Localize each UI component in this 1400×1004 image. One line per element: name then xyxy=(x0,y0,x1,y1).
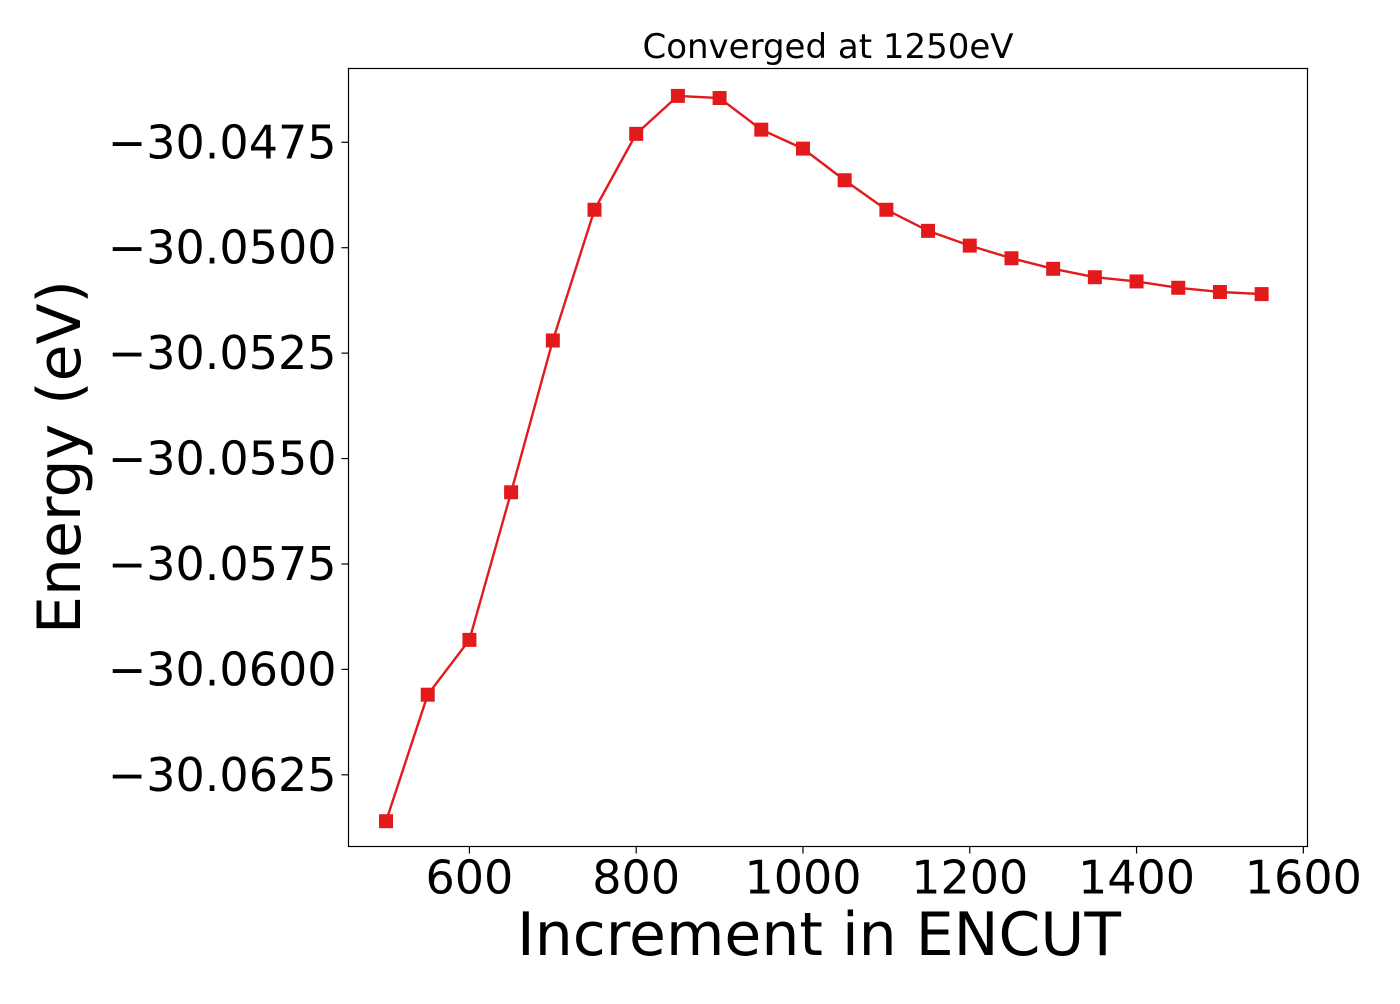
series-layer xyxy=(379,88,1269,829)
data-point-marker xyxy=(504,485,519,500)
x-tick-label: 1200 xyxy=(911,851,1028,905)
data-point-marker xyxy=(1046,261,1061,276)
y-axis-ticks: −30.0475 −30.0500 −30.0525 −30.0550 −30.0575… xyxy=(108,115,349,802)
series-line xyxy=(384,94,1262,822)
data-point-marker xyxy=(379,814,394,829)
data-point-marker xyxy=(629,126,644,141)
x-axis-label: Increment in ENCUT xyxy=(517,900,1121,970)
y-tick-label: −30.0600 xyxy=(108,642,337,696)
data-point-marker xyxy=(420,687,435,702)
y-tick-label: −30.0525 xyxy=(108,326,337,380)
y-axis-label: Energy (eV) xyxy=(25,280,95,634)
data-point-marker xyxy=(670,88,685,103)
data-point-marker xyxy=(921,223,936,238)
data-point-marker xyxy=(795,141,810,156)
data-point-marker xyxy=(587,202,602,217)
x-tick-label: 1600 xyxy=(1245,851,1362,905)
data-point-marker xyxy=(879,202,894,217)
y-tick-label: −30.0475 xyxy=(108,115,337,169)
x-tick-label: 600 xyxy=(426,851,514,905)
data-point-marker xyxy=(1254,287,1269,302)
chart-title: Converged at 1250eV xyxy=(642,27,1013,67)
y-tick-label: −30.0550 xyxy=(108,432,337,486)
data-point-marker xyxy=(1004,251,1019,266)
data-point-marker xyxy=(462,632,477,647)
data-point-marker xyxy=(1171,280,1186,295)
plot-area-frame xyxy=(347,67,1309,848)
data-point-marker xyxy=(1212,284,1227,299)
data-point-marker xyxy=(545,333,560,348)
x-tick-label: 1400 xyxy=(1078,851,1195,905)
x-axis-ticks: 600 800 1000 1200 1400 1600 xyxy=(426,846,1362,905)
data-point-marker xyxy=(837,173,852,188)
data-point-marker xyxy=(712,91,727,106)
data-point-marker xyxy=(962,238,977,253)
x-tick-label: 800 xyxy=(592,851,680,905)
data-point-marker xyxy=(1129,274,1144,289)
x-tick-label: 1000 xyxy=(744,851,861,905)
y-tick-label: −30.0500 xyxy=(108,221,337,275)
data-point-marker xyxy=(1087,270,1102,285)
y-tick-label: −30.0625 xyxy=(108,748,337,802)
data-point-marker xyxy=(754,122,769,137)
y-tick-label: −30.0575 xyxy=(108,537,337,591)
